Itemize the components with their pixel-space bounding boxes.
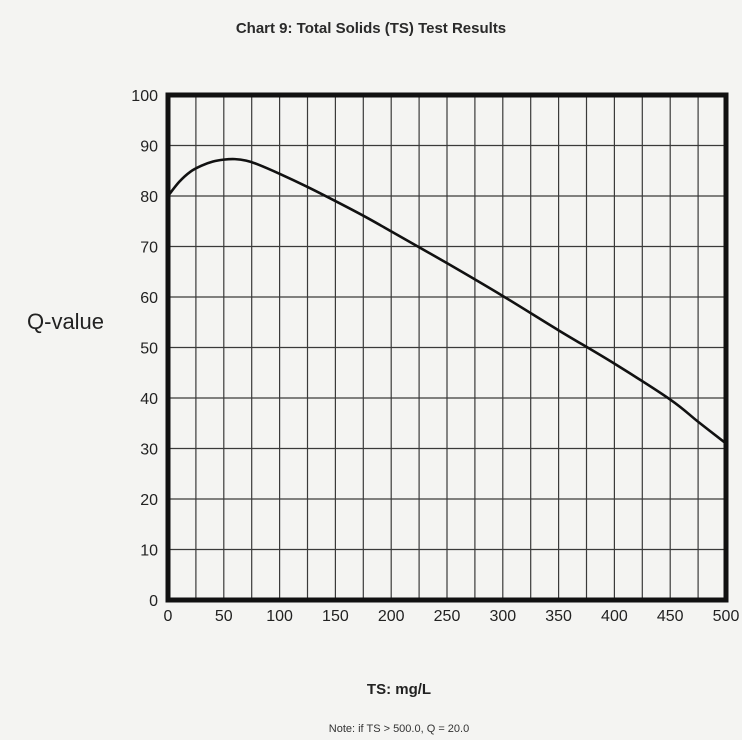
x-tick-label: 450: [657, 608, 684, 625]
x-tick-label: 150: [322, 608, 349, 625]
x-tick-label: 400: [601, 608, 628, 625]
chart-title: Chart 9: Total Solids (TS) Test Results: [235, 20, 507, 37]
x-tick-label: 0: [164, 608, 173, 625]
y-tick-label: 60: [140, 290, 158, 307]
y-tick-label: 40: [140, 391, 158, 408]
x-tick-label: 350: [545, 608, 572, 625]
plot-frame: [165, 92, 729, 603]
y-axis-label: Q-value: [27, 309, 105, 334]
y-tick-label: 100: [131, 88, 158, 105]
x-tick-label: 200: [378, 608, 405, 625]
tick-labels: 0 10 20 30 40 50 60 70 80 90 100 0 50 100 150 200 250 300…: [131, 88, 739, 625]
y-tick-label: 0: [149, 593, 158, 610]
y-tick-label: 10: [140, 543, 158, 560]
series: [166, 157, 727, 445]
x-tick-label: 500: [713, 608, 740, 625]
y-tick-label: 90: [140, 139, 158, 156]
x-tick-label: 300: [489, 608, 516, 625]
x-tick-label: 250: [434, 608, 461, 625]
y-tick-label: 70: [140, 240, 158, 257]
x-tick-label: 100: [266, 608, 293, 625]
x-axis-label: TS: mg/L: [366, 681, 432, 698]
plot-border: [165, 92, 729, 603]
series-line: [166, 157, 727, 445]
y-tick-label: 30: [140, 442, 158, 459]
y-tick-label: 50: [140, 341, 158, 358]
chart-note: Note: if TS > 500.0, Q = 20.0: [328, 723, 470, 735]
y-tick-label: 20: [140, 492, 158, 509]
x-tick-label: 50: [215, 608, 233, 625]
y-tick-label: 80: [140, 189, 158, 206]
grid: [168, 95, 726, 600]
